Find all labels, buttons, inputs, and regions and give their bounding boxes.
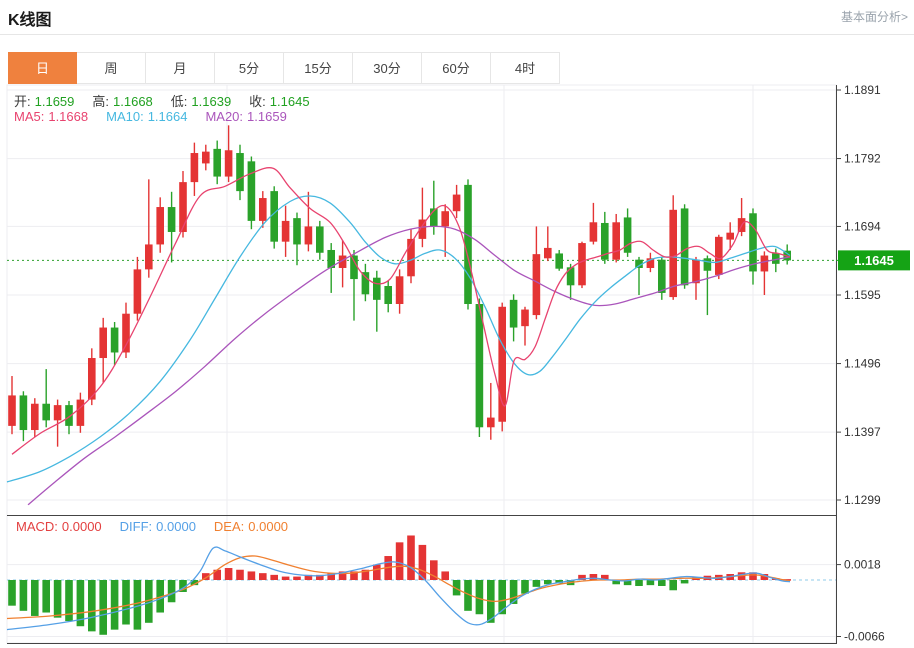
- period-tab-4[interactable]: 5分: [215, 52, 284, 84]
- svg-text:1.1496: 1.1496: [844, 357, 881, 371]
- legend-item: MA20: 1.1659: [205, 109, 287, 124]
- header-divider: [0, 34, 914, 35]
- svg-text:0.0018: 0.0018: [844, 558, 881, 572]
- svg-text:1.1792: 1.1792: [844, 152, 881, 166]
- period-tab-6[interactable]: 30分: [353, 52, 422, 84]
- period-tab-1[interactable]: 日: [8, 52, 77, 84]
- fundamental-analysis-link[interactable]: 基本面分析>: [840, 10, 908, 24]
- macd-legend: MACD: 0.0000 DIFF: 0.0000 DEA: 0.0000: [16, 519, 306, 534]
- period-tabs: 日周月 5分 15分 30分 60分 4时: [8, 52, 560, 84]
- legend-item: 开: 1.1659: [14, 94, 75, 109]
- legend-item: 收: 1.1645: [249, 94, 310, 109]
- legend-item: 高: 1.1668: [92, 94, 153, 109]
- svg-text:1.1694: 1.1694: [844, 219, 881, 233]
- ohlc-legend: 开: 1.1659 高: 1.1668 低: 1.1639 收: 1.1645: [14, 91, 328, 110]
- current-price-badge: [838, 250, 910, 271]
- svg-text:1.1299: 1.1299: [844, 493, 881, 507]
- period-tab-3[interactable]: 月: [146, 52, 215, 84]
- legend-item: DEA: 0.0000: [213, 519, 289, 534]
- legend-item: MA5: 1.1668: [14, 109, 89, 124]
- legend-item: MACD: 0.0000: [16, 519, 102, 534]
- legend-item: MA10: 1.1664: [106, 109, 188, 124]
- period-tab-8[interactable]: 4时: [491, 52, 560, 84]
- svg-text:1.1397: 1.1397: [844, 425, 881, 439]
- svg-text:-0.0066: -0.0066: [844, 629, 885, 643]
- period-tab-5[interactable]: 15分: [284, 52, 353, 84]
- period-tab-7[interactable]: 60分: [422, 52, 491, 84]
- page-title: K线图: [8, 12, 52, 29]
- legend-item: 低: 1.1639: [170, 94, 232, 109]
- current-price-label: 1.1645: [854, 253, 894, 268]
- svg-text:1.1891: 1.1891: [844, 83, 881, 97]
- svg-text:1.1595: 1.1595: [844, 288, 881, 302]
- period-tab-2[interactable]: 周: [77, 52, 146, 84]
- ma-legend: MA5: 1.1668 MA10: 1.1664 MA20: 1.1659: [14, 109, 305, 124]
- legend-item: DIFF: 0.0000: [119, 519, 196, 534]
